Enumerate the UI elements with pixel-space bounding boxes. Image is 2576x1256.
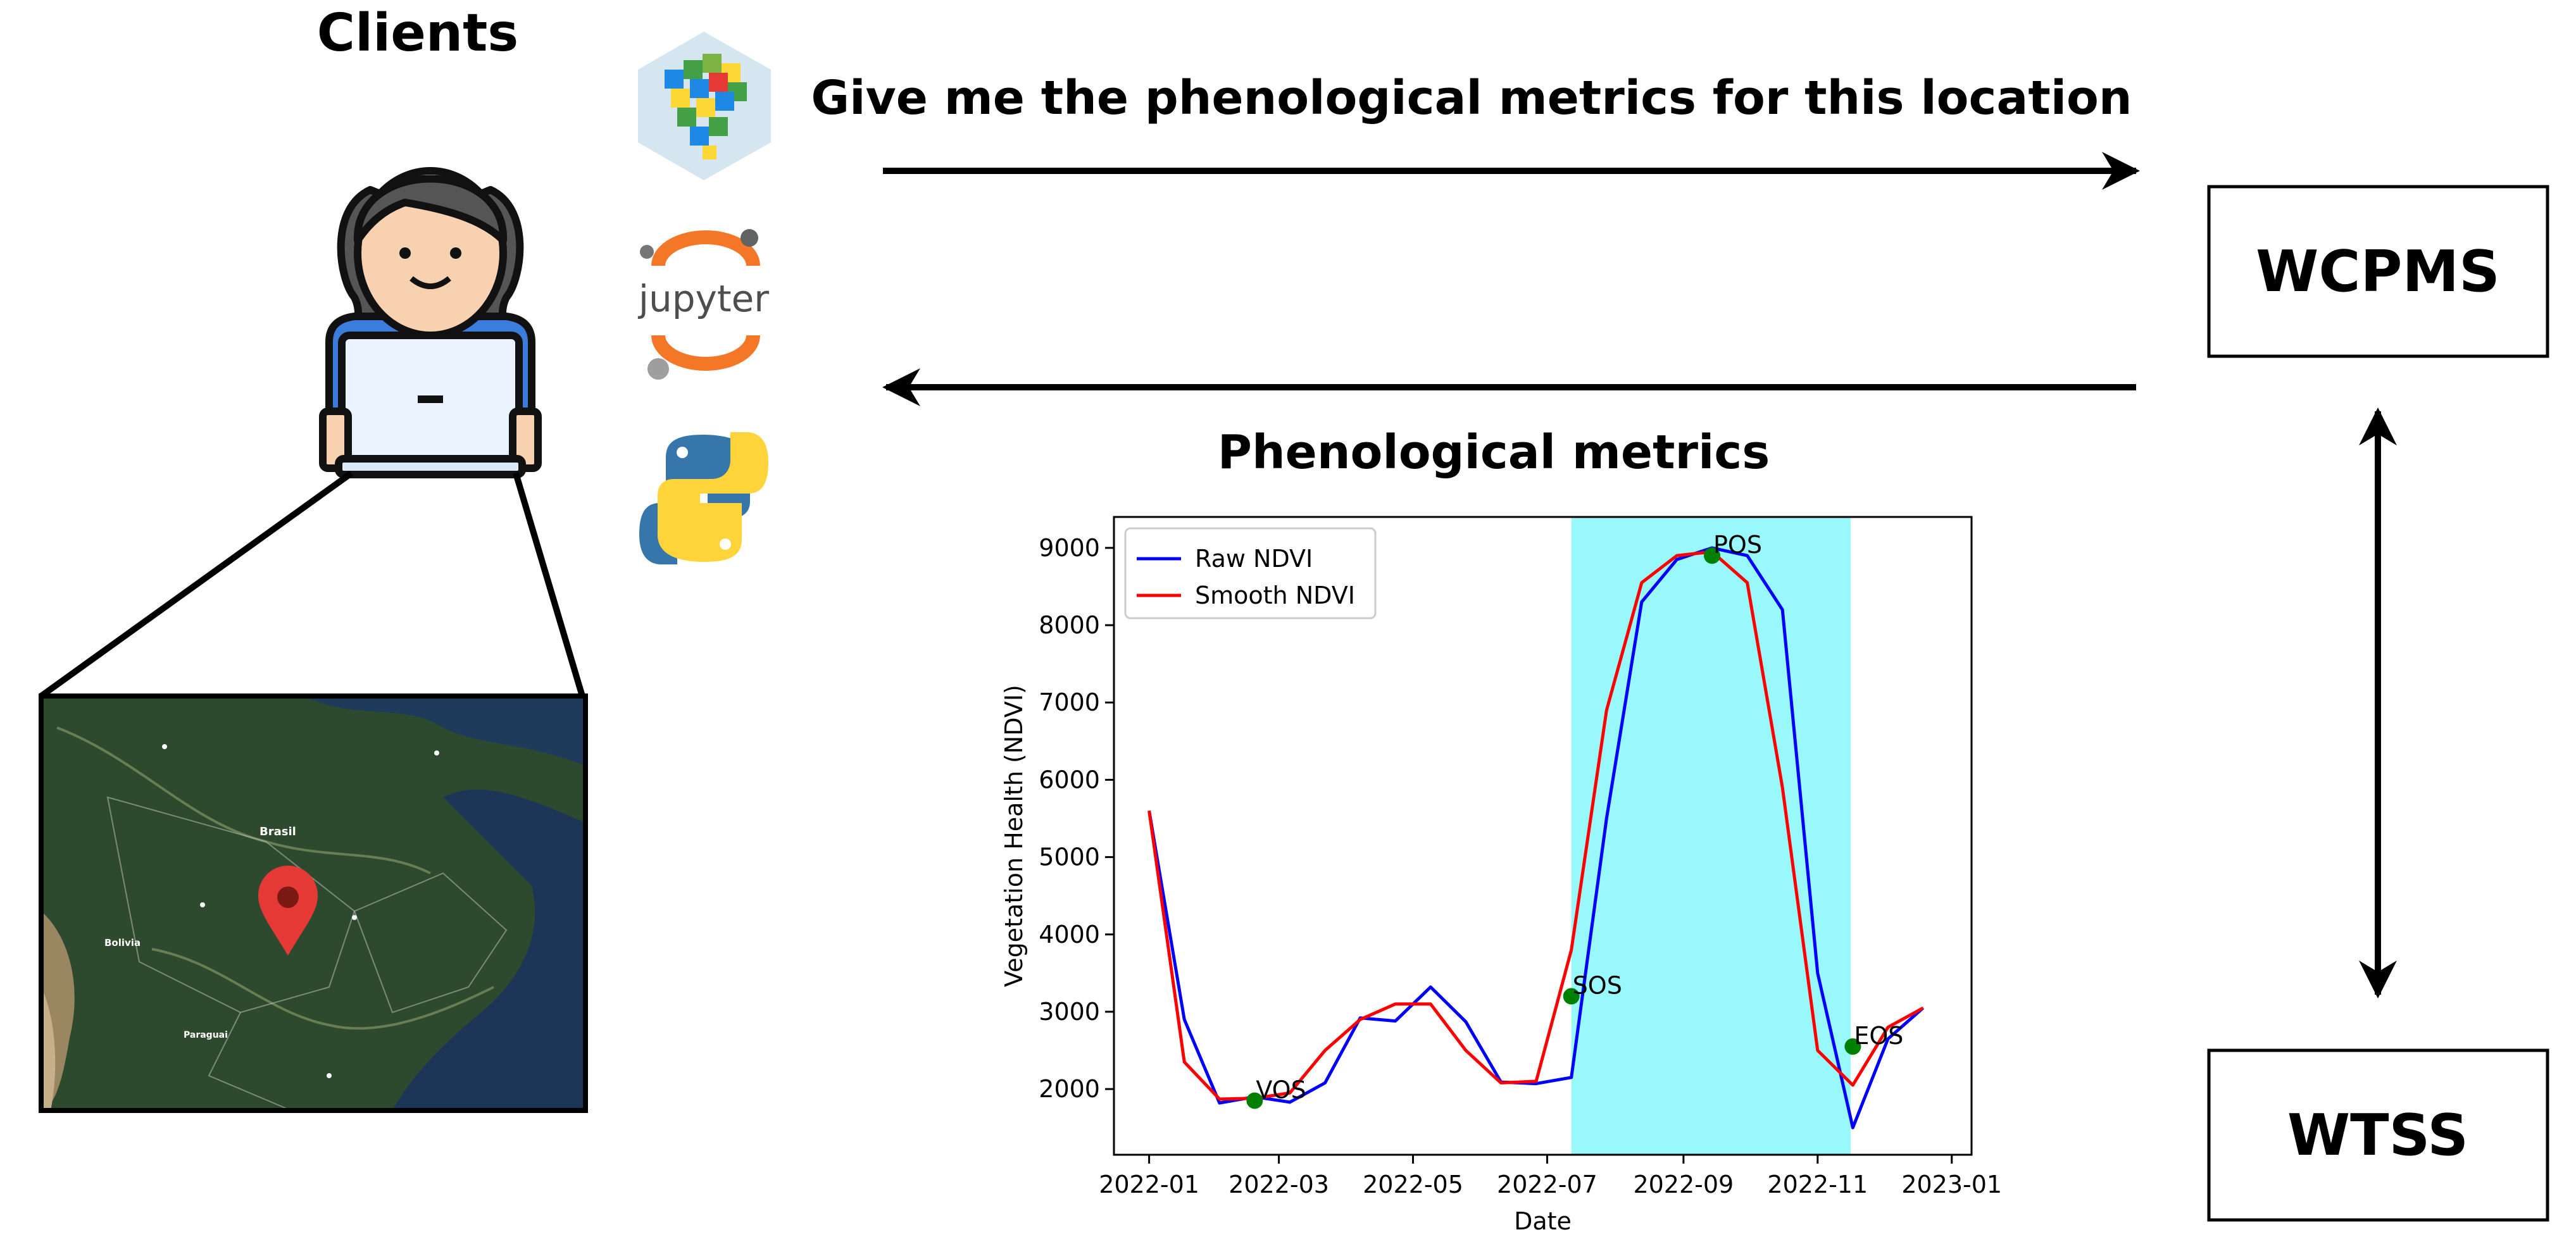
- wcpms-label: WCPMS: [2256, 239, 2500, 305]
- y-tick-label: 3000: [1039, 998, 1100, 1026]
- x-tick-label: 2022-07: [1497, 1171, 1597, 1198]
- x-tick-label: 2022-09: [1633, 1171, 1734, 1198]
- response-label: Phenological metrics: [1218, 425, 1770, 480]
- map-pin-icon: [258, 866, 318, 955]
- metric-point-eos: [1844, 1038, 1861, 1055]
- season-band: [1571, 517, 1851, 1155]
- x-axis-label: Date: [1514, 1207, 1572, 1235]
- x-tick-label: 2022-01: [1099, 1171, 1199, 1198]
- x-tick-label: 2022-03: [1229, 1171, 1329, 1198]
- jupyter-wordmark: jupyter: [637, 277, 769, 320]
- x-tick-label: 2022-05: [1363, 1171, 1463, 1198]
- y-tick-label: 9000: [1039, 534, 1100, 562]
- y-tick-label: 2000: [1039, 1075, 1100, 1103]
- metric-point-pos: [1704, 547, 1721, 564]
- python-logo: [639, 432, 768, 564]
- zoom-line-right: [513, 472, 585, 697]
- location-map: Brasil Bolivia Paraguai: [39, 693, 588, 1113]
- y-tick-label: 8000: [1039, 611, 1100, 639]
- raw-ndvi-line: [1147, 546, 1925, 1129]
- wtss-label: WTSS: [2287, 1102, 2468, 1169]
- legend-box: [1124, 527, 1377, 619]
- smooth-ndvi-line: [1147, 550, 1924, 1101]
- clients-title: Clients: [317, 3, 518, 63]
- phenology-chart: VOS SOS POS EOS 2000 3000 4000 5000 6000 7000 800…: [1000, 516, 2002, 1235]
- wtss-box: [2207, 1048, 2549, 1222]
- plot-frame: [1113, 516, 1973, 1156]
- metric-point-sos: [1563, 988, 1580, 1005]
- data-cube-icon: [638, 32, 771, 180]
- zoom-line-left: [39, 470, 353, 699]
- metric-point-vos: [1246, 1092, 1263, 1109]
- map-label-bolivia: Bolivia: [104, 937, 141, 948]
- y-axis-label: Vegetation Health (NDVI): [1000, 685, 1028, 987]
- metric-label-eos: EOS: [1854, 1022, 1903, 1050]
- metric-label-vos: VOS: [1256, 1076, 1306, 1104]
- jupyter-logo: jupyter: [637, 229, 769, 380]
- user-with-laptop-icon: [319, 167, 542, 478]
- map-label-brasil: Brasil: [259, 825, 296, 838]
- y-tick-label: 5000: [1039, 843, 1100, 871]
- legend-label: Smooth NDVI: [1195, 581, 1355, 609]
- legend-label: Raw NDVI: [1195, 545, 1313, 573]
- map-label-paraguay: Paraguai: [184, 1030, 228, 1040]
- y-tick-label: 4000: [1039, 921, 1100, 948]
- x-tick-label: 2023-01: [1901, 1171, 2002, 1198]
- y-tick-label: 7000: [1039, 688, 1100, 716]
- wcpms-box: [2207, 185, 2549, 358]
- x-tick-label: 2022-11: [1767, 1171, 1868, 1198]
- y-tick-label: 6000: [1039, 766, 1100, 793]
- request-label: Give me the phenological metrics for thi…: [811, 71, 2132, 125]
- metric-label-pos: POS: [1713, 531, 1762, 559]
- metric-label-sos: SOS: [1573, 972, 1622, 1000]
